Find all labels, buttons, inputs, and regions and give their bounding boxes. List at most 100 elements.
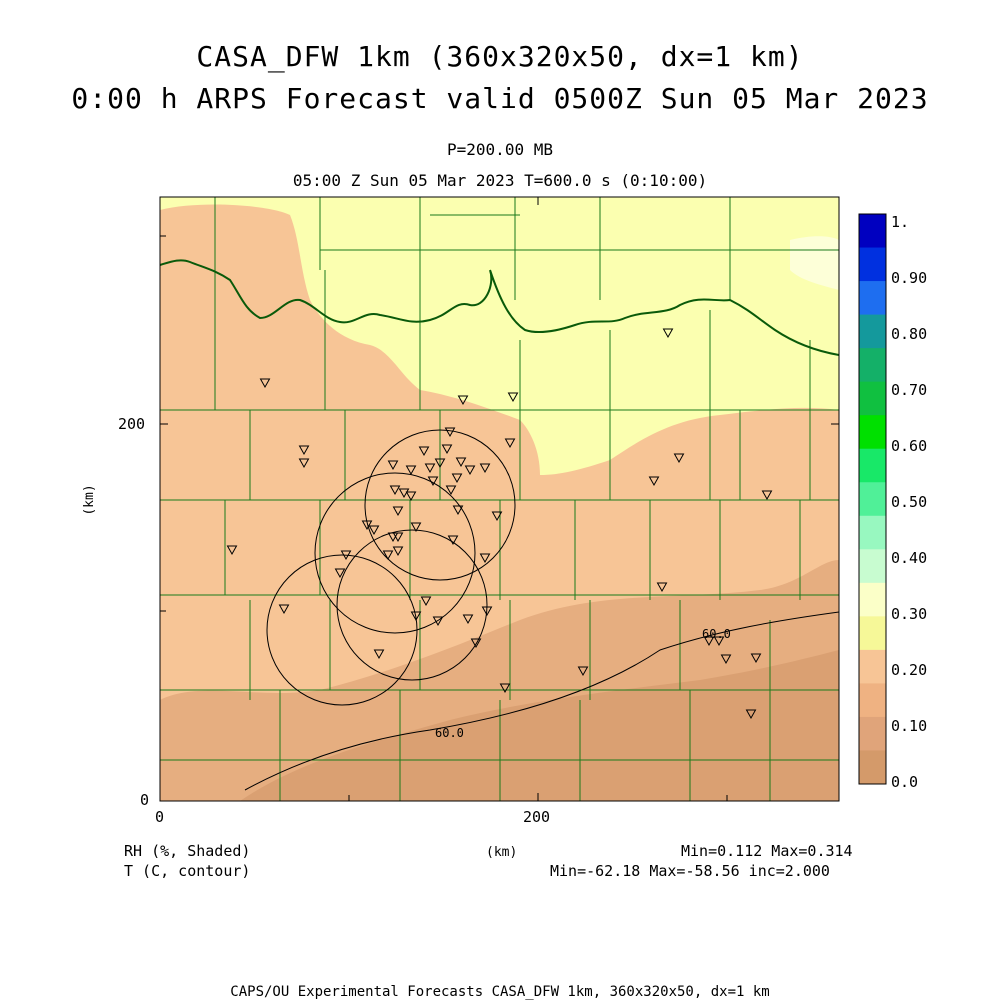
station-marker [673, 453, 685, 464]
station-marker [441, 444, 453, 455]
legend-field1: RH (%, Shaded) [124, 842, 251, 860]
colorbar-swatch [859, 482, 886, 517]
rh-lower-region [240, 650, 839, 801]
colorbar-swatch [859, 515, 886, 550]
colorbar-label: 0.40 [891, 549, 927, 567]
colorbar-swatch [859, 381, 886, 416]
station-marker [424, 463, 436, 474]
station-marker [361, 520, 373, 531]
station-marker [504, 438, 516, 449]
station-marker [434, 458, 446, 469]
colorbar-label: 0.90 [891, 269, 927, 287]
station-marker [452, 505, 464, 516]
station-marker [662, 328, 674, 339]
colorbar-label: 0.60 [891, 437, 927, 455]
colorbar-swatch [859, 582, 886, 617]
station-marker [298, 458, 310, 469]
county-boundaries [160, 197, 839, 801]
station-marker [340, 550, 352, 561]
station-marker [745, 709, 757, 720]
footer-credit: CAPS/OU Experimental Forecasts CASA_DFW … [230, 984, 770, 1000]
title-line1: CASA_DFW 1km (360x320x50, dx=1 km) [196, 40, 804, 73]
radar-rings [266, 429, 516, 706]
time-info: 05:00 Z Sun 05 Mar 2023 T=600.0 s (0:10:… [292, 171, 708, 190]
colorbar-label: 0.0 [891, 773, 918, 791]
station-marker [418, 446, 430, 457]
station-marker [479, 553, 491, 564]
station-marker [410, 611, 422, 622]
station-marker [387, 460, 399, 471]
station-marker [462, 614, 474, 625]
colorbar-swatch [859, 214, 886, 249]
station-marker [398, 488, 410, 499]
station-marker [499, 683, 511, 694]
station-marker [464, 465, 476, 476]
radar-ring [266, 554, 418, 706]
station-marker [334, 568, 346, 579]
station-marker [713, 636, 725, 647]
station-marker [382, 550, 394, 561]
x-tick-label: 0 [155, 808, 164, 826]
plot-frame [159, 196, 840, 802]
colorbar-swatch [859, 549, 886, 584]
station-marker [368, 525, 380, 536]
colorbar-label: 0.30 [891, 605, 927, 623]
colorbar-label: 0.20 [891, 661, 927, 679]
y-tick-label: 0 [140, 791, 149, 809]
station-marker [432, 616, 444, 627]
radar-ring [364, 429, 516, 581]
colorbar-swatch [859, 616, 886, 651]
radar-ring [336, 529, 488, 681]
contour-label: 60.0 [435, 726, 464, 740]
x-tick-label: 200 [523, 808, 550, 826]
station-marker [457, 395, 469, 406]
colorbar-label: 1. [891, 213, 909, 231]
temperature-contour [244, 611, 839, 791]
station-marker [392, 546, 404, 557]
colorbar-swatch [859, 281, 886, 316]
station-marker [405, 465, 417, 476]
state-boundary [160, 259, 839, 356]
station-marker [373, 649, 385, 660]
station-marker [656, 582, 668, 593]
station-marker [507, 392, 519, 403]
station-marker [455, 457, 467, 468]
station-marker [479, 463, 491, 474]
station-marker [491, 511, 503, 522]
colorbar-swatch [859, 716, 886, 751]
colorbar-swatch [859, 348, 886, 383]
colorbar-swatch [859, 649, 886, 684]
colorbar: 1. 0.90 0.80 0.70 0.60 0.50 0.40 0.30 0.20 0.10 0.… [858, 213, 927, 791]
colorbar-label: 0.50 [891, 493, 927, 511]
colorbar-swatch [859, 247, 886, 282]
colorbar-label: 0.10 [891, 717, 927, 735]
colorbar-swatch [859, 314, 886, 349]
station-marker [720, 654, 732, 665]
colorbar-swatch [859, 683, 886, 718]
station-marker [389, 485, 401, 496]
station-marker [226, 545, 238, 556]
legend-stats1: Min=0.112 Max=0.314 [681, 842, 853, 860]
contour-label: 60.0 [702, 627, 731, 641]
y-axis-label: (km) [82, 484, 97, 515]
title-line2: 0:00 h ARPS Forecast valid 0500Z Sun 05 … [71, 82, 929, 115]
station-marker [481, 606, 493, 617]
station-marker [750, 653, 762, 664]
colorbar-label: 0.70 [891, 381, 927, 399]
radar-ring [314, 472, 476, 634]
station-marker [298, 445, 310, 456]
colorbar-frame [858, 213, 887, 785]
station-marker [405, 491, 417, 502]
colorbar-swatch [859, 448, 886, 483]
station-marker [410, 522, 422, 533]
station-markers [226, 328, 773, 720]
station-marker [451, 473, 463, 484]
station-marker [577, 666, 589, 677]
station-marker [703, 636, 715, 647]
rh-high-region [160, 197, 839, 475]
station-marker [278, 604, 290, 615]
station-marker [761, 490, 773, 501]
station-marker [470, 638, 482, 649]
colorbar-swatch [859, 415, 886, 450]
